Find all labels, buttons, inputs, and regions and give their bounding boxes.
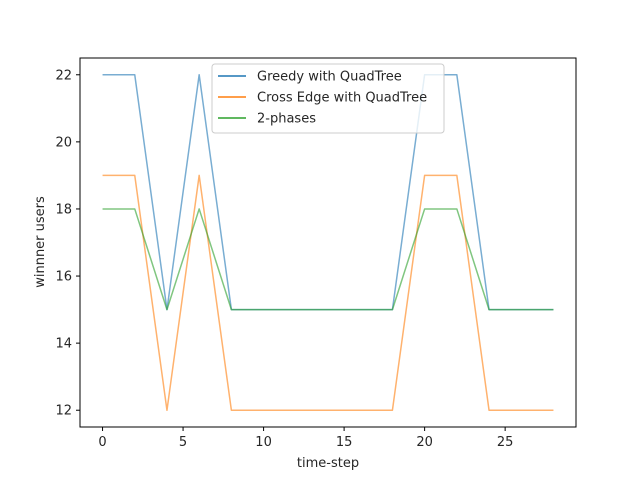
legend-label-3: 2-phases: [257, 112, 316, 127]
x-tick-label: 20: [416, 435, 433, 450]
x-tick-label: 25: [497, 435, 514, 450]
y-tick-label: 16: [55, 270, 72, 285]
x-tick-label: 10: [255, 435, 272, 450]
y-axis-label: winnner users: [33, 196, 48, 288]
series-layer: [102, 74, 554, 411]
y-axis-ticks: 12 14 16 18 20 22: [55, 68, 80, 419]
series-line-3: [102, 208, 554, 311]
y-tick-label: 22: [55, 68, 72, 83]
x-axis-label: time-step: [297, 456, 359, 471]
y-tick-label: 12: [55, 404, 72, 419]
x-tick-label: 15: [336, 435, 353, 450]
x-tick-label: 5: [179, 435, 187, 450]
x-tick-label: 0: [98, 435, 106, 450]
legend: Greedy with QuadTree Cross Edge with Quad…: [211, 63, 445, 134]
legend-label-1: Greedy with QuadTree: [257, 70, 402, 85]
x-axis-ticks: 0 5 10 15 20 25: [98, 427, 513, 450]
y-tick-label: 20: [55, 135, 72, 150]
legend-box: [211, 63, 445, 134]
y-tick-label: 18: [55, 202, 72, 217]
y-tick-label: 14: [55, 337, 72, 352]
legend-label-2: Cross Edge with QuadTree: [257, 91, 427, 106]
plot-frame: [79, 57, 577, 428]
series-line-2: [102, 174, 554, 411]
